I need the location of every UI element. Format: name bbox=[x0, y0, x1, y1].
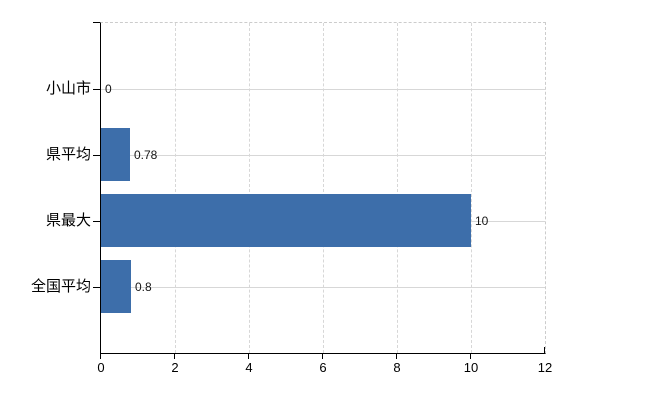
x-axis-end-tick bbox=[544, 347, 545, 353]
bar-value-label: 0 bbox=[105, 82, 112, 96]
category-label: 県平均 bbox=[45, 146, 91, 163]
bar-value-label: 0.8 bbox=[135, 280, 152, 294]
category-label: 県最大 bbox=[45, 212, 91, 229]
x-axis-tick-label: 8 bbox=[393, 360, 401, 375]
bar-value-label: 0.78 bbox=[134, 148, 158, 162]
plot-area: 0 0.78 10 0.8 bbox=[100, 22, 546, 354]
x-axis-tick-label: 10 bbox=[463, 360, 479, 375]
x-axis-tick bbox=[322, 354, 323, 359]
x-axis-tick bbox=[100, 354, 101, 359]
y-axis-tick bbox=[93, 221, 100, 222]
vertical-gridline bbox=[323, 23, 324, 353]
x-axis-tick-label: 4 bbox=[245, 360, 253, 375]
x-axis-tick bbox=[396, 354, 397, 359]
y-axis-tick bbox=[93, 89, 100, 90]
x-axis-tick bbox=[174, 354, 175, 359]
vertical-gridline bbox=[471, 23, 472, 353]
category-label: 全国平均 bbox=[30, 278, 91, 295]
bar bbox=[101, 128, 130, 181]
x-axis-tick-label: 2 bbox=[171, 360, 179, 375]
horizontal-gridline bbox=[101, 89, 545, 90]
bar bbox=[101, 194, 471, 247]
bar-value-label: 10 bbox=[475, 214, 489, 228]
bar bbox=[101, 260, 131, 313]
y-axis-tick bbox=[93, 155, 100, 156]
x-axis-tick-label: 6 bbox=[319, 360, 327, 375]
horizontal-gridline bbox=[101, 155, 545, 156]
category-label: 小山市 bbox=[45, 80, 91, 97]
x-axis-tick-label: 0 bbox=[97, 360, 105, 375]
vertical-gridline bbox=[397, 23, 398, 353]
vertical-gridline bbox=[175, 23, 176, 353]
x-axis-tick bbox=[248, 354, 249, 359]
y-axis-end-tick bbox=[93, 22, 100, 23]
horizontal-gridline bbox=[101, 287, 545, 288]
x-axis-tick bbox=[470, 354, 471, 359]
vertical-gridline bbox=[249, 23, 250, 353]
y-axis-tick bbox=[93, 287, 100, 288]
x-axis-tick-label: 12 bbox=[537, 360, 553, 375]
